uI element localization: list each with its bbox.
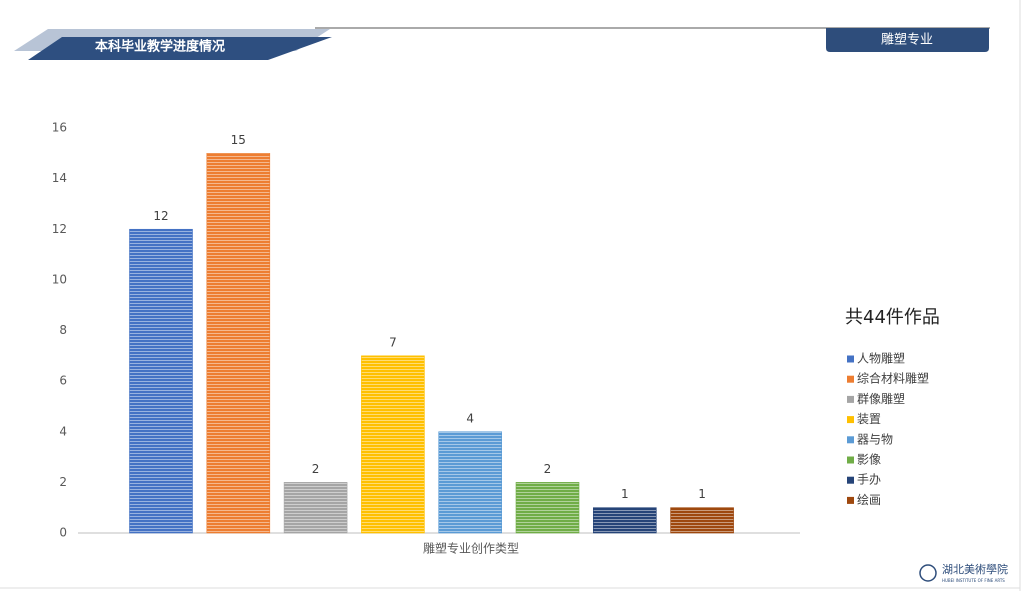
legend-label: 手办 — [857, 472, 881, 487]
legend-swatch — [847, 395, 854, 403]
legend-label: 人物雕塑 — [857, 351, 905, 366]
legend-label: 绘画 — [857, 492, 881, 507]
logo-text: 湖北美術學院 — [942, 562, 1008, 576]
value-label: 1 — [621, 487, 629, 501]
value-label: 15 — [231, 133, 246, 147]
bar — [129, 228, 193, 534]
logo-emblem — [919, 564, 937, 582]
header-tab — [826, 28, 989, 52]
header-tab-label: 雕塑专业 — [881, 33, 933, 48]
legend-swatch — [847, 476, 854, 484]
value-label: 4 — [466, 411, 474, 425]
header-band — [28, 37, 332, 60]
y-tick-label: 6 — [59, 374, 67, 388]
bar — [438, 431, 503, 534]
legend-swatch — [847, 375, 854, 383]
y-tick-label: 14 — [52, 171, 67, 185]
y-tick-label: 4 — [59, 424, 67, 438]
bar — [515, 482, 580, 534]
legend-label: 器与物 — [857, 432, 893, 446]
value-label: 1 — [698, 487, 706, 501]
legend-swatch — [847, 436, 854, 444]
y-tick-label: 10 — [52, 272, 67, 286]
value-label: 2 — [544, 462, 552, 476]
header-title: 本科毕业教学进度情况 — [95, 39, 225, 55]
legend-label: 装置 — [857, 412, 881, 426]
y-tick-label: 16 — [52, 121, 67, 135]
value-label: 12 — [153, 209, 168, 223]
logo-subtitle: HUBEI INSTITUTE OF FINE ARTS — [942, 578, 1005, 583]
legend-swatch — [847, 456, 854, 464]
bar — [592, 507, 657, 534]
bar — [283, 482, 348, 534]
bar — [361, 355, 425, 534]
value-label: 2 — [312, 462, 320, 476]
legend-label: 群像雕塑 — [857, 391, 905, 406]
y-tick-label: 0 — [59, 526, 67, 540]
legend-swatch — [847, 496, 854, 504]
legend-label: 影像 — [857, 453, 881, 467]
legend-swatch — [847, 355, 854, 363]
y-tick-label: 8 — [59, 323, 67, 337]
x-tick-label: 雕塑专业创作类型 — [423, 541, 519, 556]
value-label: 7 — [389, 335, 397, 349]
bar — [206, 153, 271, 534]
bar — [670, 507, 734, 534]
y-tick-label: 12 — [52, 222, 67, 236]
annotation: 共44件作品 — [845, 307, 940, 328]
legend-label: 综合材料雕塑 — [857, 371, 929, 386]
legend-swatch — [847, 416, 854, 424]
y-tick-label: 2 — [59, 475, 67, 489]
